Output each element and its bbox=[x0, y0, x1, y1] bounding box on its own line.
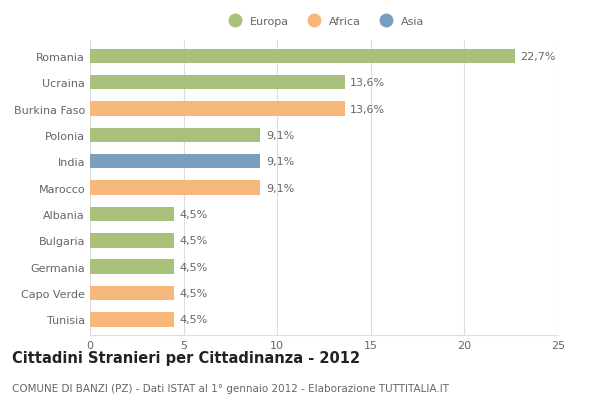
Text: COMUNE DI BANZI (PZ) - Dati ISTAT al 1° gennaio 2012 - Elaborazione TUTTITALIA.I: COMUNE DI BANZI (PZ) - Dati ISTAT al 1° … bbox=[12, 382, 449, 393]
Bar bbox=[90, 312, 174, 327]
Text: 4,5%: 4,5% bbox=[180, 236, 208, 246]
Text: 4,5%: 4,5% bbox=[180, 315, 208, 325]
Text: 9,1%: 9,1% bbox=[266, 130, 294, 141]
Bar bbox=[90, 234, 174, 248]
Text: 22,7%: 22,7% bbox=[521, 52, 556, 62]
Text: 13,6%: 13,6% bbox=[350, 104, 385, 114]
Bar bbox=[90, 155, 260, 169]
Text: 9,1%: 9,1% bbox=[266, 157, 294, 167]
Legend: Europa, Africa, Asia: Europa, Africa, Asia bbox=[221, 15, 427, 29]
Bar bbox=[90, 286, 174, 301]
Bar bbox=[90, 181, 260, 196]
Text: 4,5%: 4,5% bbox=[180, 262, 208, 272]
Bar bbox=[90, 260, 174, 274]
Bar bbox=[90, 207, 174, 222]
Text: 4,5%: 4,5% bbox=[180, 288, 208, 298]
Text: 13,6%: 13,6% bbox=[350, 78, 385, 88]
Bar bbox=[90, 76, 344, 90]
Text: Cittadini Stranieri per Cittadinanza - 2012: Cittadini Stranieri per Cittadinanza - 2… bbox=[12, 350, 360, 365]
Bar bbox=[90, 102, 344, 117]
Bar bbox=[90, 128, 260, 143]
Text: 9,1%: 9,1% bbox=[266, 183, 294, 193]
Bar bbox=[90, 49, 515, 64]
Text: 4,5%: 4,5% bbox=[180, 209, 208, 219]
